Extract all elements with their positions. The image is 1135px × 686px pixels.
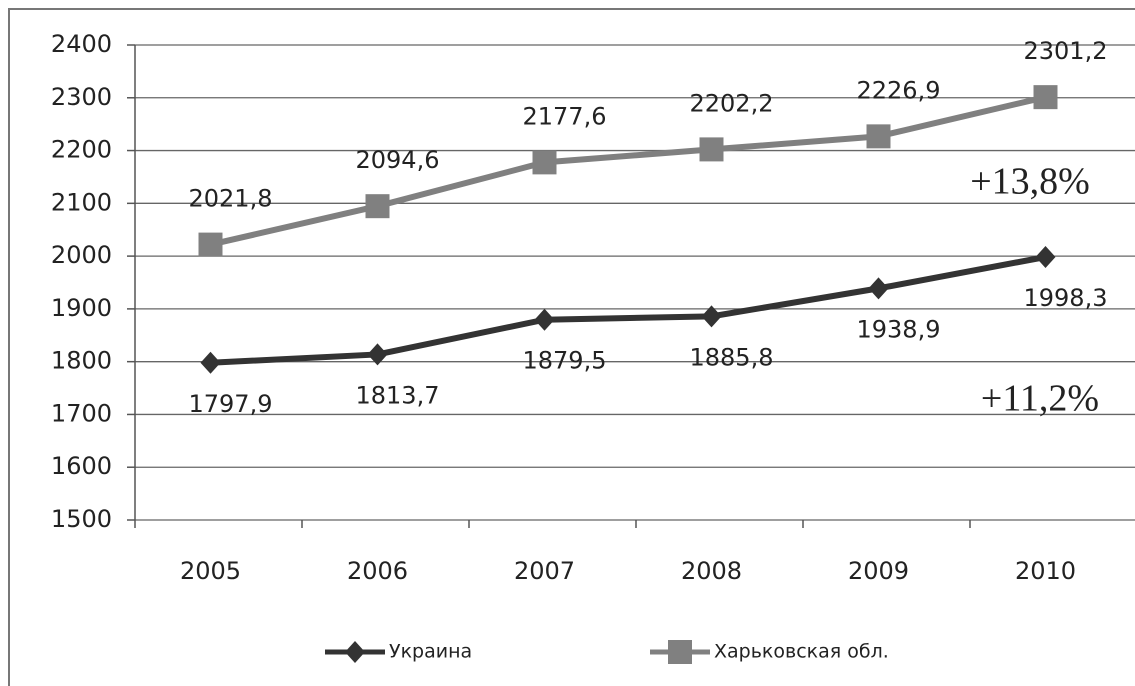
point-marker [1035,246,1056,269]
value-label: 1879,5 [523,347,607,375]
value-label: 1998,3 [1024,284,1108,312]
x-tick-label: 2006 [347,557,408,585]
y-tick-label: 1800 [51,347,112,375]
legend-label: Украина [389,641,472,663]
y-tick-label: 2100 [51,188,112,216]
point-marker [198,232,223,257]
point-marker [701,305,722,328]
value-label: 2094,6 [356,146,440,174]
series-line [210,254,1047,366]
x-tick-label: 2009 [848,557,909,585]
value-label: 1885,8 [690,343,774,371]
point-marker [367,343,388,366]
y-tick-label: 1700 [51,399,112,427]
legend-label: Харьковская обл. [714,641,889,663]
point-marker [200,351,221,374]
y-tick-label: 1500 [51,505,112,533]
y-tick-label: 2000 [51,241,112,269]
value-label: 2177,6 [523,102,607,130]
point-marker [365,194,390,219]
y-tick-label: 1600 [51,452,112,480]
point-marker [868,277,889,300]
value-label: 2226,9 [857,76,941,104]
value-label: 1813,7 [356,381,440,409]
x-tick-label: 2005 [180,557,241,585]
x-tick-label: 2007 [514,557,575,585]
point-marker [532,150,557,175]
legend-marker [345,641,365,663]
value-label: 1797,9 [189,390,273,418]
annotation: +13,8% [970,161,1090,203]
value-label: 2021,8 [189,185,273,213]
point-marker [1033,85,1058,110]
y-tick-label: 2200 [51,136,112,164]
series-line [209,94,1047,248]
x-tick-label: 2010 [1015,557,1076,585]
point-marker [534,308,555,331]
point-marker [866,124,891,149]
value-label: 2301,2 [1024,37,1108,65]
value-label: 2202,2 [690,89,774,117]
chart-frame [8,8,1135,686]
point-marker [699,137,724,162]
y-tick-label: 2400 [51,30,112,58]
x-tick-label: 2008 [681,557,742,585]
y-tick-label: 1900 [51,294,112,322]
y-tick-label: 2300 [51,83,112,111]
annotation: +11,2% [981,378,1099,420]
value-label: 1938,9 [857,315,941,343]
legend-marker [668,640,692,664]
